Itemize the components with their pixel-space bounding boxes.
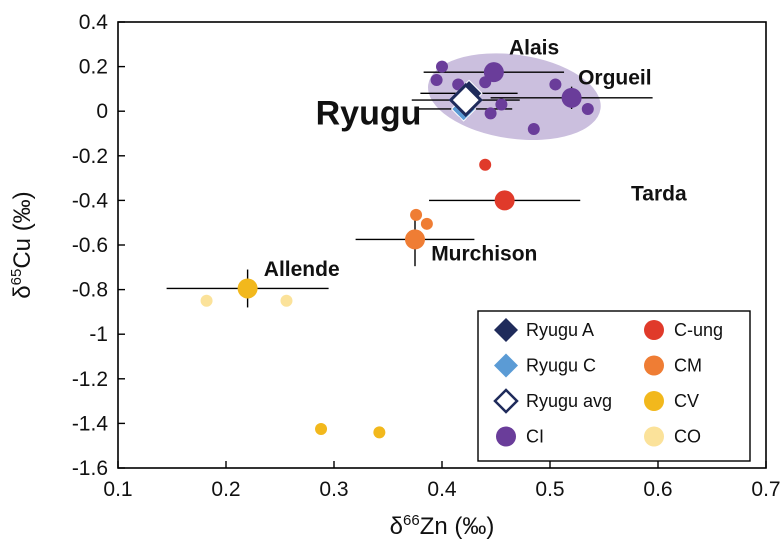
legend-label: CO	[674, 427, 701, 447]
x-tick-label: 0.3	[319, 478, 348, 501]
data-point	[581, 102, 594, 115]
annotation-layer: Alais Orgueil Ryugu Tarda Murchison Allende	[264, 36, 687, 281]
data-point	[237, 278, 258, 299]
y-axis-label: δ65Cu (‰)	[8, 191, 36, 298]
y-tick-label: -0.4	[72, 189, 109, 212]
legend-marker	[644, 320, 664, 340]
legend-marker	[644, 391, 664, 411]
legend-marker	[493, 388, 519, 414]
ci-field-ellipse	[428, 53, 601, 141]
data-point	[410, 208, 423, 221]
data-point	[494, 190, 515, 211]
data-point	[280, 294, 293, 307]
x-tick-label: 0.6	[643, 478, 672, 501]
legend: Ryugu A Ryugu C Ryugu avg CI C-ung CM CV CO	[477, 310, 751, 462]
y-tick-label: -1.4	[72, 412, 109, 435]
legend-label: Ryugu avg	[526, 391, 612, 411]
y-tick-label: -0.8	[72, 279, 108, 302]
data-point	[549, 78, 562, 91]
data-point	[527, 123, 540, 136]
x-tick-label: 0.5	[535, 478, 564, 501]
annotation-label: Tarda	[631, 182, 687, 205]
data-point	[448, 82, 483, 118]
data-point	[484, 107, 497, 120]
legend-label: CM	[674, 356, 702, 376]
legend-label: Ryugu A	[526, 320, 594, 340]
x-tick-label: 0.1	[103, 478, 132, 501]
data-point	[561, 87, 582, 108]
x-tick-label: 0.4	[427, 478, 457, 501]
data-point	[479, 158, 492, 171]
y-tick-label: -1.6	[72, 457, 108, 480]
annotation-label: Allende	[264, 258, 340, 281]
annotation-label: Alais	[509, 36, 559, 59]
y-tick-label: 0.2	[79, 56, 108, 79]
annotation-label: Murchison	[431, 243, 537, 266]
y-tick-label: -1.2	[72, 368, 108, 391]
data-point-layer	[200, 60, 594, 439]
y-tick-label: 0	[96, 100, 108, 123]
data-point	[405, 229, 425, 250]
y-tick-label: -1	[89, 323, 108, 346]
data-point	[495, 98, 508, 111]
legend-marker	[494, 318, 518, 342]
data-point	[436, 60, 448, 73]
annotation-label: Orgueil	[578, 66, 652, 89]
data-point	[430, 73, 443, 86]
legend-label: C-ung	[674, 320, 723, 340]
y-tick-label: 0.4	[79, 11, 109, 34]
legend-box	[477, 310, 751, 462]
y-tick-label: -0.6	[72, 234, 108, 257]
data-point	[315, 422, 328, 435]
legend-marker	[496, 426, 516, 447]
ci-field-layer	[428, 53, 601, 141]
data-point	[452, 78, 465, 91]
legend-marker	[644, 426, 664, 447]
y-tick-label: -0.2	[72, 145, 108, 168]
legend-marker	[644, 355, 664, 376]
data-point	[200, 294, 213, 307]
x-tick-label: 0.2	[211, 478, 240, 501]
legend-label: CI	[526, 427, 544, 447]
legend-marker	[494, 353, 518, 378]
data-point	[373, 426, 386, 439]
x-tick-label: 0.7	[751, 478, 780, 501]
legend-label: CV	[674, 391, 699, 411]
data-point	[483, 62, 504, 83]
annotation-label: Ryugu	[316, 95, 422, 133]
data-point	[420, 217, 433, 230]
legend-label: Ryugu C	[526, 356, 596, 376]
axes: 0.1 0.2 0.3 0.4 0.5 0.6 0.7 0.4 0.2 0 -0.2 -0.4 -0.6…	[8, 11, 781, 540]
x-axis-label: δ66Zn (‰)	[390, 512, 495, 540]
